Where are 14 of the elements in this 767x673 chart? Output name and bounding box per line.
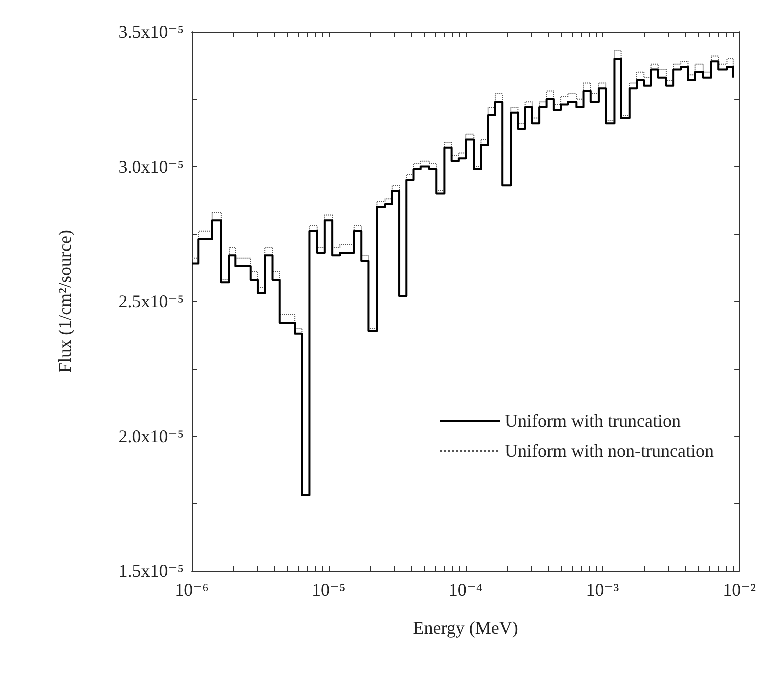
x-tick-label: 10⁻⁶ bbox=[175, 580, 209, 600]
y-tick-label: 1.5x10⁻⁵ bbox=[118, 561, 184, 581]
y-tick-label: 2.5x10⁻⁵ bbox=[118, 292, 184, 312]
x-tick-label: 10⁻⁴ bbox=[448, 580, 483, 600]
y-axis-title: Flux (1/cm²/source) bbox=[55, 230, 75, 373]
x-tick-label: 10⁻⁵ bbox=[312, 580, 346, 600]
y-tick-label: 2.0x10⁻⁵ bbox=[118, 426, 184, 446]
legend-label: Uniform with non-truncation bbox=[505, 441, 714, 461]
x-axis-title: Energy (MeV) bbox=[413, 618, 518, 638]
x-tick-label: 10⁻² bbox=[723, 580, 756, 600]
y-tick-label: 3.0x10⁻⁵ bbox=[118, 156, 184, 177]
x-tick-label: 10⁻³ bbox=[586, 580, 620, 600]
y-tick-label: 3.5x10⁻⁵ bbox=[118, 22, 184, 42]
legend-label: Uniform with truncation bbox=[505, 411, 682, 431]
